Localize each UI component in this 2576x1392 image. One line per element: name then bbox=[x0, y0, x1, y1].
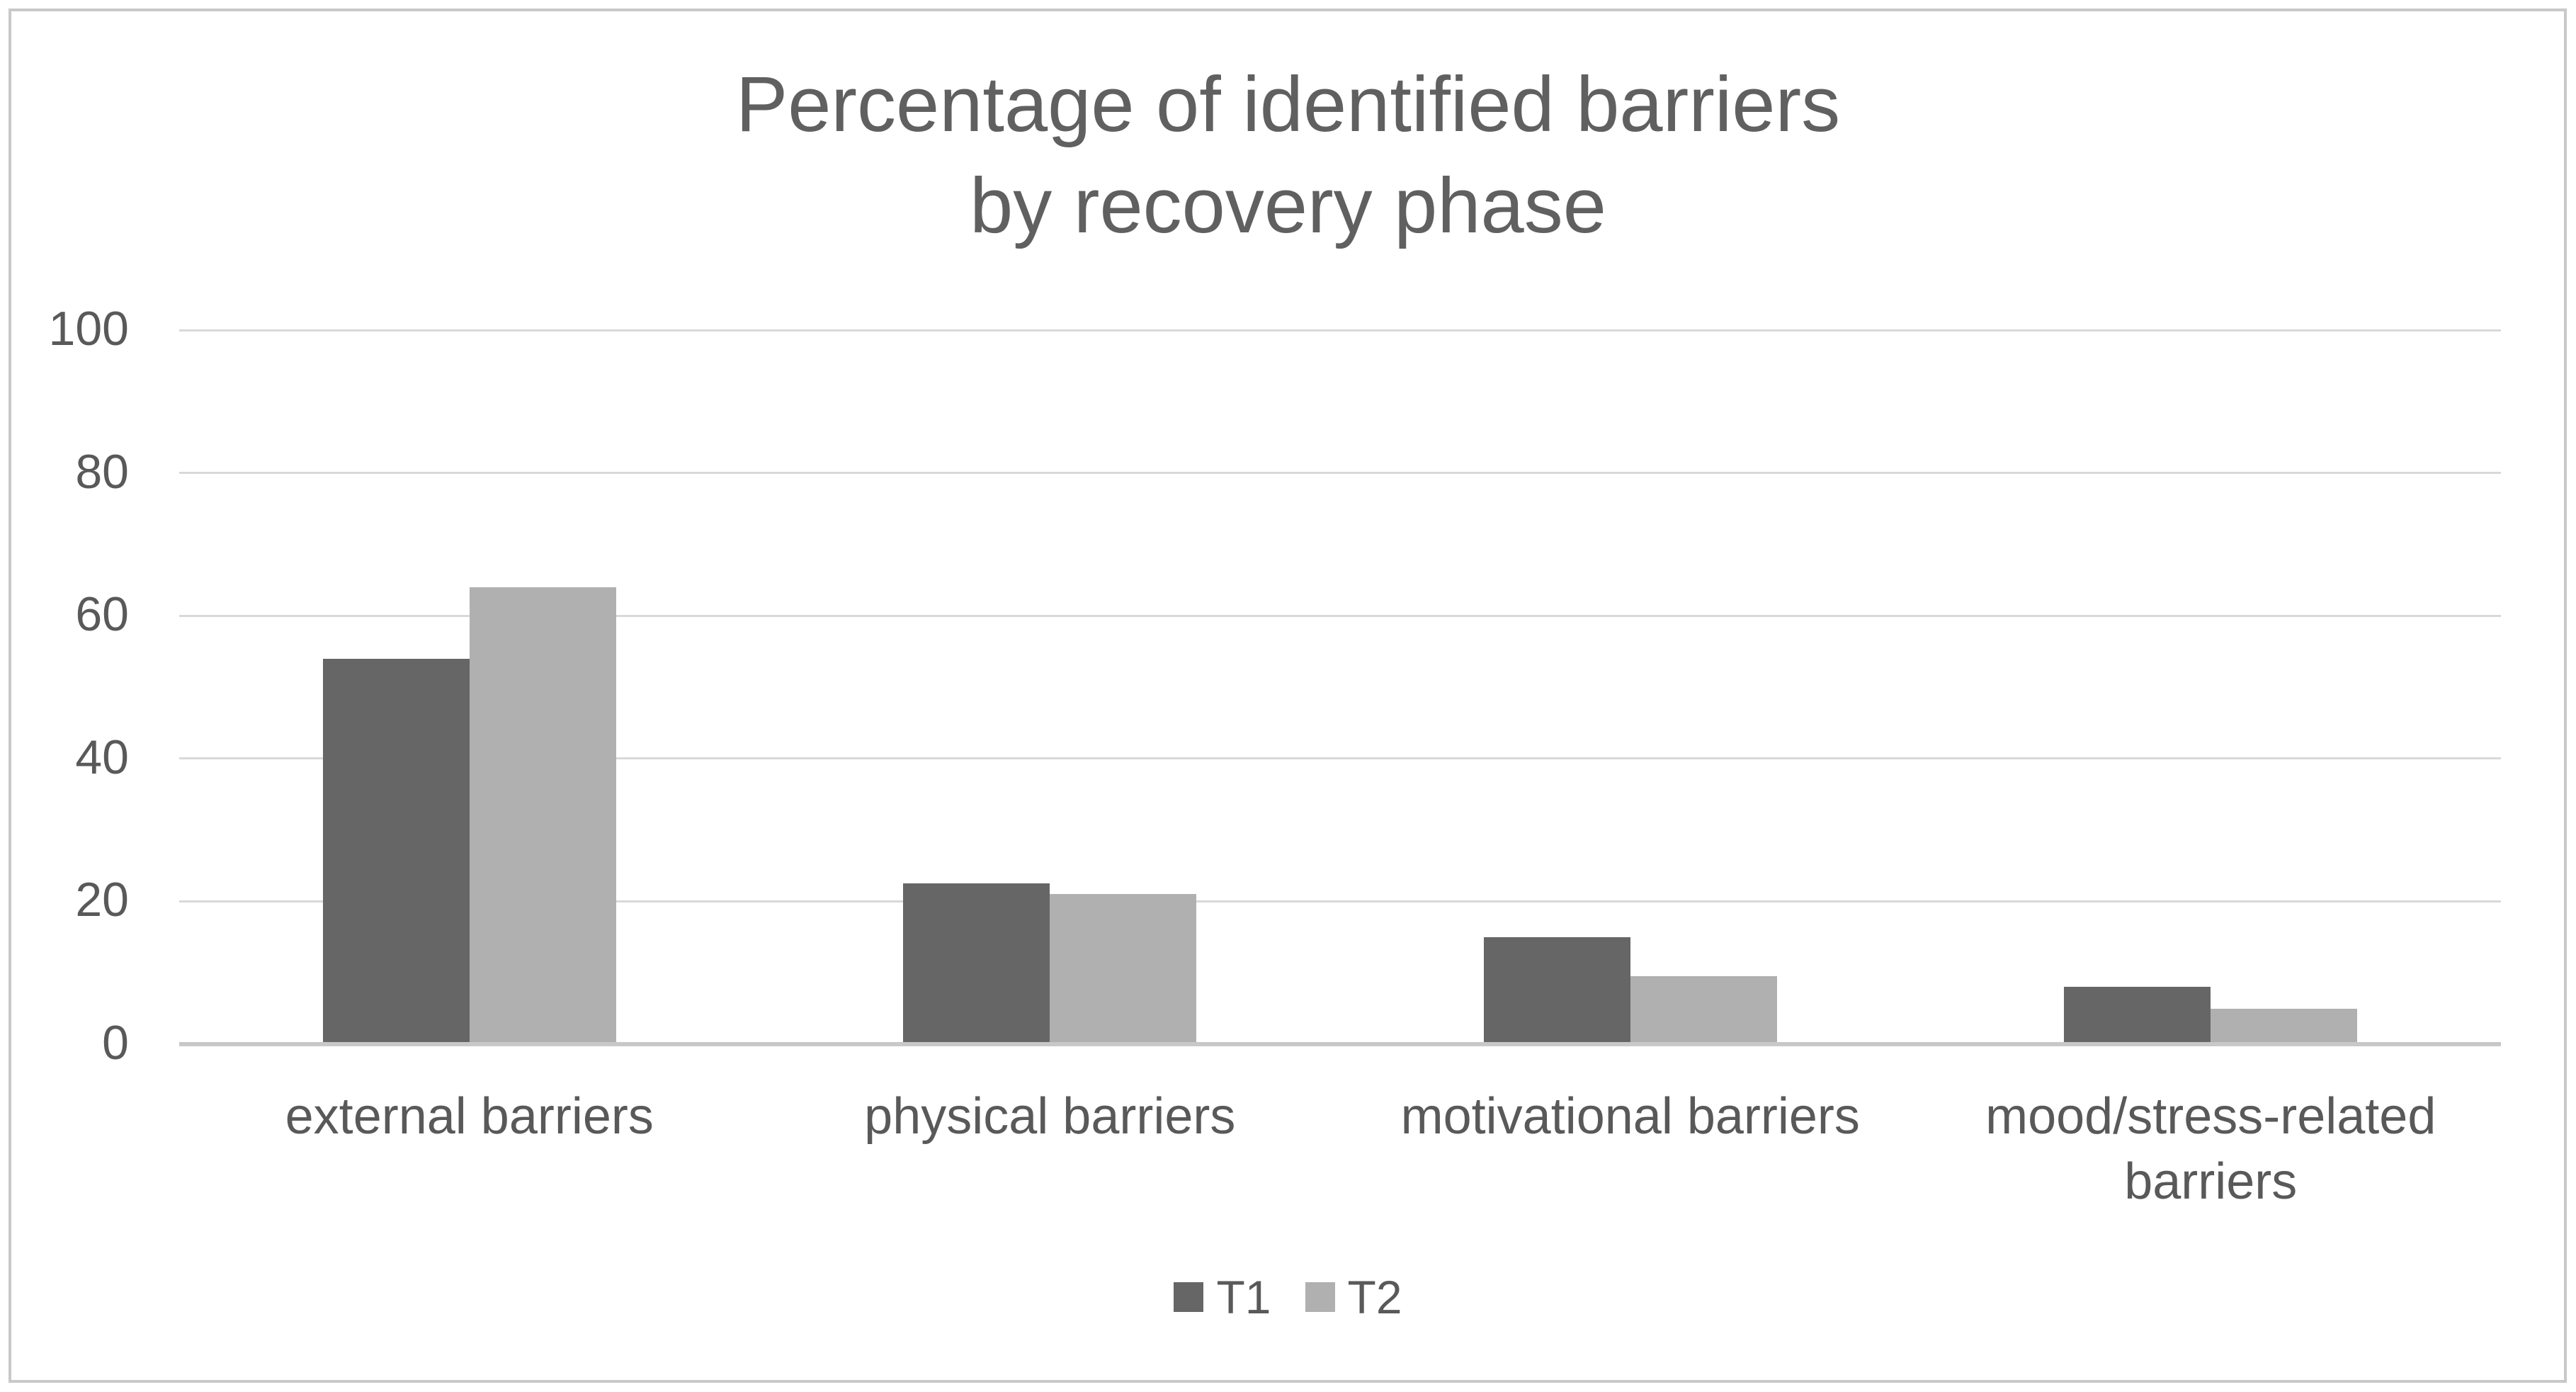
legend-item-t1: T1 bbox=[1174, 1272, 1271, 1322]
chart-title: Percentage of identified barriers by rec… bbox=[0, 54, 2576, 256]
x-axis-line bbox=[179, 1042, 2501, 1046]
bar-t1-category-2 bbox=[903, 883, 1050, 1044]
legend: T1 T2 bbox=[0, 1272, 2576, 1322]
x-axis-category-label-3: motivational barriers bbox=[1400, 1088, 1860, 1145]
y-axis-tick-label-80: 80 bbox=[75, 444, 129, 499]
chart-title-line-1: Percentage of identified barriers bbox=[735, 61, 1841, 148]
x-axis-category-label-4: mood/stress-related barriers bbox=[1985, 1088, 2436, 1210]
bar-t2-category-3 bbox=[1630, 976, 1777, 1044]
x-axis-category-label-1: external barriers bbox=[285, 1088, 654, 1145]
y-axis-tick-label-100: 100 bbox=[48, 302, 129, 356]
plot-area: 0 20 40 60 80 100 external barriers physical ba… bbox=[49, 303, 2501, 1210]
bar-t1-category-3 bbox=[1483, 937, 1630, 1044]
bar-t2-category-2 bbox=[1050, 894, 1197, 1044]
y-axis-tick-label-0: 0 bbox=[102, 1016, 129, 1070]
legend-label-t2: T2 bbox=[1347, 1271, 1402, 1323]
chart-title-line-2: by recovery phase bbox=[970, 162, 1606, 249]
y-axis-tick-label-40: 40 bbox=[75, 730, 129, 784]
gridline-y-60 bbox=[179, 614, 2501, 617]
bar-t1-category-1 bbox=[322, 658, 470, 1044]
gridline-y-80 bbox=[179, 472, 2501, 475]
legend-item-t2: T2 bbox=[1305, 1272, 1402, 1322]
bar-t2-category-1 bbox=[469, 587, 616, 1044]
y-axis-tick-label-20: 20 bbox=[75, 873, 129, 927]
legend-swatch-t1-icon bbox=[1174, 1282, 1204, 1312]
gridline-y-40 bbox=[179, 757, 2501, 760]
gridline-y-20 bbox=[179, 900, 2501, 902]
legend-swatch-t2-icon bbox=[1305, 1282, 1335, 1312]
bar-t2-category-4 bbox=[2211, 1008, 2358, 1044]
y-axis-tick-label-60: 60 bbox=[75, 587, 129, 642]
bar-t1-category-4 bbox=[2064, 987, 2211, 1044]
legend-label-t1: T1 bbox=[1216, 1271, 1271, 1323]
gridline-y-100 bbox=[179, 329, 2501, 332]
x-axis-category-label-2: physical barriers bbox=[864, 1088, 1236, 1145]
